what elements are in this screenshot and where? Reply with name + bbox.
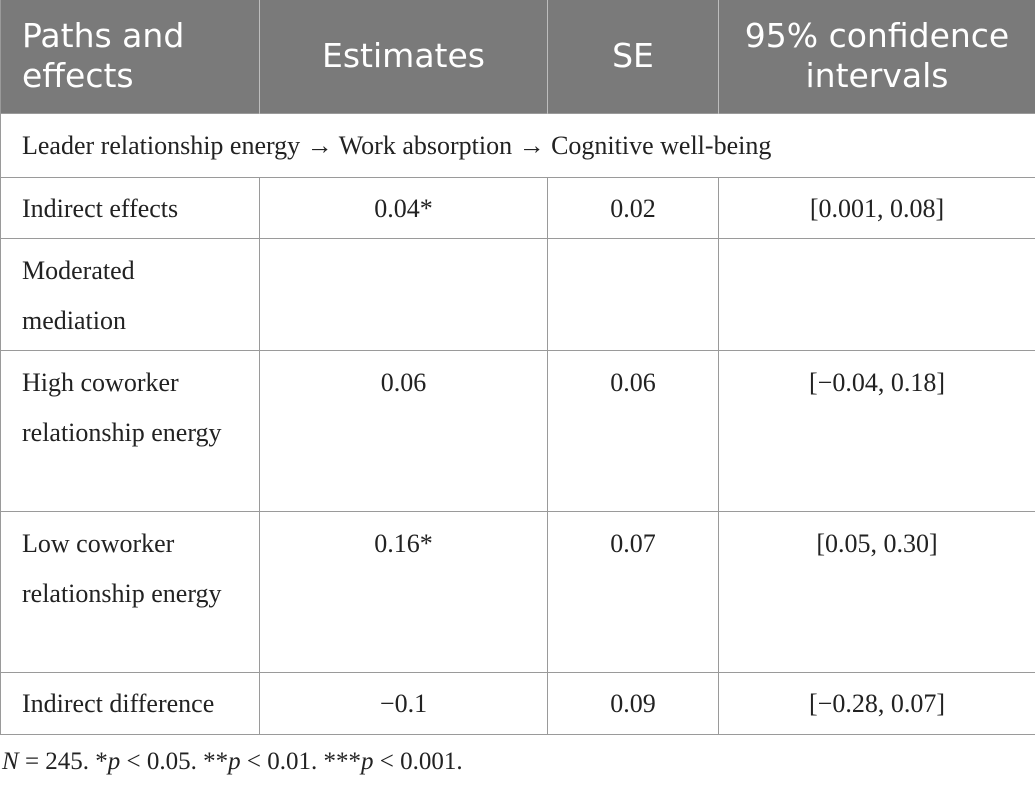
se-cell: 0.02 (547, 176, 719, 239)
header-se: SE (547, 0, 719, 113)
footnote-p: p (107, 748, 121, 775)
table-row: Indirect effects 0.04* 0.02 [0.001, 0.08… (0, 176, 1035, 239)
header-confidence-intervals: 95% confidence intervals (718, 0, 1035, 113)
estimate-cell: −0.1 (259, 671, 548, 735)
table-footnote: N = 245. *p < 0.05. **p < 0.01. ***p < 0… (2, 742, 463, 782)
estimate-cell (259, 237, 548, 351)
ci-cell: [−0.28, 0.07] (718, 671, 1035, 735)
estimate-cell: 0.06 (259, 349, 548, 512)
results-table-container: Paths and effects Estimates SE 95% confi… (0, 0, 1035, 735)
footnote-text: < 0.05. ** (120, 748, 229, 775)
ci-cell: [0.05, 0.30] (718, 510, 1035, 673)
footnote-p: p (361, 748, 374, 775)
results-table: Paths and effects Estimates SE 95% confi… (0, 0, 1035, 735)
se-cell (547, 237, 719, 351)
table-row: High coworker relationship energy 0.06 0… (0, 349, 1035, 512)
table-row: Low coworker relationship energy 0.16* 0… (0, 510, 1035, 673)
row-label: Indirect effects (0, 176, 260, 239)
footnote-n: N (2, 748, 19, 775)
footnote-p: p (228, 748, 241, 775)
table-row: Indirect difference −0.1 0.09 [−0.28, 0.… (0, 671, 1035, 735)
ci-cell (718, 237, 1035, 351)
footnote-text: < 0.001. (373, 748, 463, 775)
row-label: High coworker relationship energy (0, 349, 260, 512)
table-row: Moderated mediation (0, 237, 1035, 351)
row-label: Indirect difference (0, 671, 260, 735)
table-header: Paths and effects Estimates SE 95% confi… (0, 0, 1035, 113)
se-cell: 0.06 (547, 349, 719, 512)
se-cell: 0.07 (547, 510, 719, 673)
se-cell: 0.09 (547, 671, 719, 735)
row-label: Moderated mediation (0, 237, 260, 351)
footnote-text: < 0.01. *** (240, 748, 362, 775)
section-row: Leader relationship energy → Work absorp… (0, 112, 1035, 178)
section-label: Leader relationship energy → Work absorp… (0, 112, 1035, 178)
estimate-cell: 0.16* (259, 510, 548, 673)
header-estimates: Estimates (259, 0, 548, 113)
row-label: Low coworker relationship energy (0, 510, 260, 673)
header-paths-and-effects: Paths and effects (0, 0, 260, 113)
estimate-cell: 0.04* (259, 176, 548, 239)
ci-cell: [−0.04, 0.18] (718, 349, 1035, 512)
footnote-text: = 245. * (18, 748, 108, 775)
ci-cell: [0.001, 0.08] (718, 176, 1035, 239)
